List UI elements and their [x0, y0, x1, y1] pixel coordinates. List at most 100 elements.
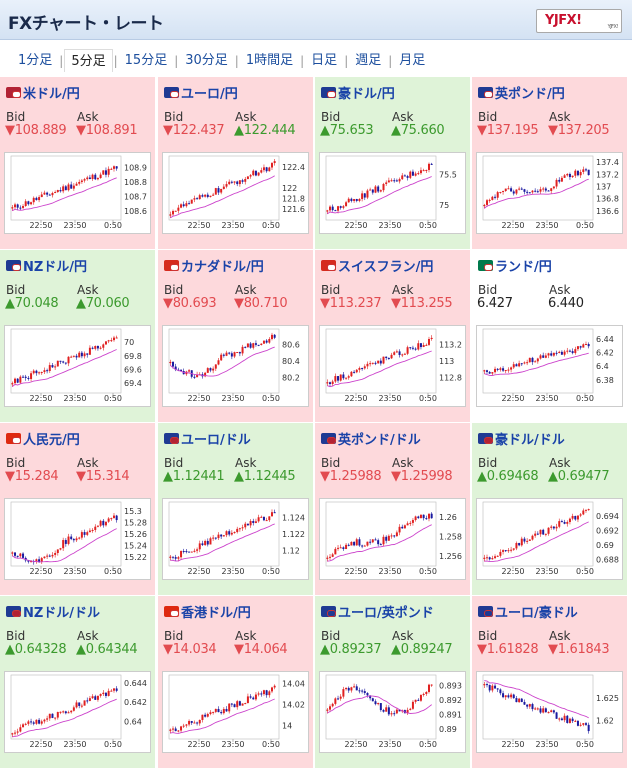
y-tick-label: 136.6 — [596, 207, 619, 216]
price-chart[interactable]: 6.44 6.42 6.4 6.38 22:50 23:50 0:50 — [476, 325, 623, 407]
pair-link[interactable]: ユーロ/豪ドル — [478, 601, 578, 621]
candle-body — [331, 703, 334, 707]
price-chart[interactable]: 0.694 0.692 0.69 0.688 22:50 23:50 0:50 — [476, 498, 623, 580]
tab-5[interactable]: 日足 — [311, 53, 338, 68]
pair-link[interactable]: ユーロ/英ポンド — [321, 601, 434, 621]
candle-body — [70, 536, 73, 540]
candle-body — [422, 693, 425, 695]
candle-body — [78, 537, 81, 539]
tab-6[interactable]: 週足 — [355, 53, 382, 68]
candle-body — [566, 350, 569, 352]
candle-body — [326, 557, 329, 559]
x-tick-label: 23:50 — [63, 567, 86, 576]
candle-body — [494, 556, 497, 559]
x-tick-label: 22:50 — [187, 221, 210, 230]
plot-frame — [482, 155, 594, 221]
candle-body — [345, 202, 348, 207]
pair-link[interactable]: 英ポンド/円 — [478, 82, 565, 102]
price-chart[interactable]: 75.5 75 22:50 23:50 0:50 — [319, 152, 466, 234]
price-chart[interactable]: 122.4 122 121.8 121.6 22:50 23:50 0:50 — [162, 152, 309, 234]
price-chart[interactable]: 0.893 0.892 0.891 0.89 22:50 23:50 0:50 — [319, 671, 466, 753]
tab-2[interactable]: 15分足 — [124, 53, 168, 68]
ask-value: ▼14.064 — [234, 642, 288, 657]
candle-body — [393, 352, 396, 355]
price-chart[interactable]: 137.4 137.2 137 136.8 136.6 22:50 23:50 0:50 — [476, 152, 623, 234]
pair-link[interactable]: NZドル/円 — [6, 255, 87, 275]
price-chart[interactable]: 70 69.8 69.6 69.4 22:50 23:50 0:50 — [4, 325, 151, 407]
ask-label: Ask — [235, 283, 257, 297]
price-chart[interactable]: 14.04 14.02 14 22:50 23:50 0:50 — [162, 671, 309, 753]
candle-body — [14, 552, 17, 556]
candle-body — [40, 721, 43, 724]
chart-svg: 113.2 113 112.8 22:50 23:50 0:50 — [325, 328, 462, 403]
pair-link[interactable]: ランド/円 — [478, 255, 552, 275]
price-chart[interactable]: 108.9 108.8 108.7 108.6 22:50 23:50 0:50 — [4, 152, 151, 234]
candle-body — [212, 711, 215, 713]
candle-body — [252, 343, 255, 348]
pair-link[interactable]: 豪ドル/円 — [321, 82, 395, 102]
tab-7[interactable]: 月足 — [399, 53, 426, 68]
candle-body — [241, 527, 244, 529]
candle-body — [552, 352, 555, 356]
tab-4[interactable]: 1時間足 — [245, 53, 294, 68]
price-chart[interactable]: 15.3 15.28 15.26 15.24 15.22 22:50 23:50 0:50 — [4, 498, 151, 580]
pair-name: 人民元/円 — [23, 432, 80, 448]
candle-body — [180, 726, 183, 731]
pair-link[interactable]: 人民元/円 — [6, 428, 80, 448]
candle-body — [504, 695, 507, 698]
rate-cell: 英ポンド/円 Bid Ask ▼137.195 ▼137.205 137.4 137.2 13… — [472, 77, 627, 249]
pair-link[interactable]: スイスフラン/円 — [321, 255, 433, 275]
candle-body — [16, 731, 19, 733]
pair-link[interactable]: ユーロ/ドル — [164, 428, 251, 448]
price-chart[interactable]: 0.644 0.642 0.64 22:50 23:50 0:50 — [4, 671, 151, 753]
candle-body — [238, 528, 241, 530]
candle-body — [241, 703, 244, 706]
candle-body — [67, 712, 70, 714]
candle-body — [374, 362, 377, 364]
candle-body — [411, 701, 414, 709]
yjfx-logo[interactable]: YJFX! YJFX! — [536, 9, 622, 33]
candle-body — [110, 518, 113, 520]
candle-body — [563, 175, 566, 178]
x-tick-label: 23:50 — [535, 394, 558, 403]
y-tick-label: 80.4 — [282, 357, 300, 366]
candle-body — [566, 715, 569, 723]
tab-0[interactable]: 1分足 — [18, 53, 53, 68]
candle-body — [262, 167, 265, 171]
tab-3[interactable]: 30分足 — [185, 53, 228, 68]
y-tick-label: 0.69 — [596, 541, 614, 550]
price-chart[interactable]: 1.26 1.258 1.256 22:50 23:50 0:50 — [319, 498, 466, 580]
pair-link[interactable]: 香港ドル/円 — [164, 601, 251, 621]
pair-link[interactable]: 米ドル/円 — [6, 82, 80, 102]
x-tick-label: 0:50 — [104, 221, 122, 230]
candle-body — [59, 711, 62, 713]
candle-body — [209, 712, 212, 714]
candle-body — [110, 340, 113, 342]
price-chart[interactable]: 80.6 80.4 80.2 22:50 23:50 0:50 — [162, 325, 309, 407]
candle-body — [102, 520, 105, 526]
x-tick-label: 0:50 — [419, 740, 437, 749]
candle-body — [265, 520, 268, 522]
candle-body — [96, 525, 99, 527]
candle-body — [544, 355, 547, 358]
pair-link[interactable]: ユーロ/円 — [164, 82, 238, 102]
moving-average-line — [327, 695, 432, 714]
candle-body — [544, 708, 547, 713]
tab-1[interactable]: 5分足 — [64, 49, 113, 72]
pair-link[interactable]: 豪ドル/ドル — [478, 428, 565, 448]
candle-body — [72, 539, 75, 541]
price-chart[interactable]: 1.625 1.62 22:50 23:50 0:50 — [476, 671, 623, 753]
y-tick-label: 137.2 — [596, 170, 619, 179]
candle-body — [326, 210, 329, 212]
flag-gb-us-icon — [321, 432, 336, 444]
y-tick-label: 0.642 — [124, 698, 147, 707]
y-tick-label: 0.644 — [124, 679, 147, 688]
pair-link[interactable]: カナダドル/円 — [164, 255, 264, 275]
candle-body — [555, 526, 558, 529]
price-chart[interactable]: 113.2 113 112.8 22:50 23:50 0:50 — [319, 325, 466, 407]
pair-link[interactable]: NZドル/ドル — [6, 601, 100, 621]
pair-link[interactable]: 英ポンド/ドル — [321, 428, 421, 448]
candle-body — [91, 347, 94, 349]
price-chart[interactable]: 1.124 1.122 1.12 22:50 23:50 0:50 — [162, 498, 309, 580]
candle-body — [249, 175, 252, 177]
